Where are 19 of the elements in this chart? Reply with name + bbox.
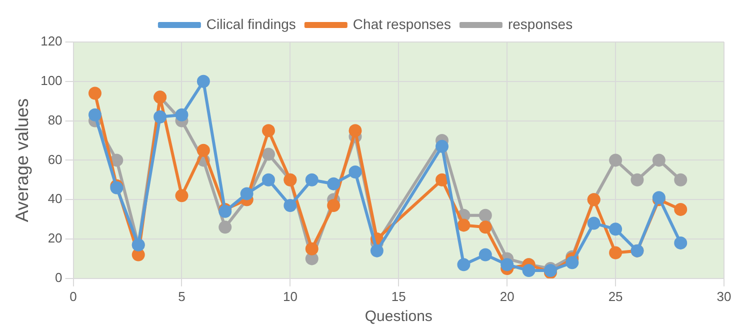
legend-label: Cilical findings bbox=[206, 16, 296, 32]
y-tick-label: 20 bbox=[48, 230, 62, 246]
y-tick-label: 100 bbox=[40, 72, 62, 88]
x-tick-label: 5 bbox=[178, 288, 186, 304]
y-tick-label: 80 bbox=[48, 112, 62, 128]
x-tick-label: 10 bbox=[282, 288, 298, 304]
x-tick-label: 20 bbox=[500, 288, 514, 304]
y-tick-label: 120 bbox=[40, 34, 62, 49]
legend-label: Chat responses bbox=[352, 16, 451, 32]
x-tick-label: 15 bbox=[391, 288, 406, 304]
x-tick-label: 30 bbox=[716, 288, 732, 304]
x-tick-label: 0 bbox=[70, 288, 77, 304]
legend-label: responses bbox=[508, 16, 573, 32]
y-tick-label: 60 bbox=[48, 152, 62, 167]
x-axis-title: Questions bbox=[364, 308, 432, 326]
y-tick-label: 0 bbox=[55, 270, 62, 285]
y-tick-label: 40 bbox=[48, 191, 62, 206]
y-axis-title: Average values bbox=[12, 98, 32, 222]
x-tick-label: 25 bbox=[608, 288, 623, 304]
